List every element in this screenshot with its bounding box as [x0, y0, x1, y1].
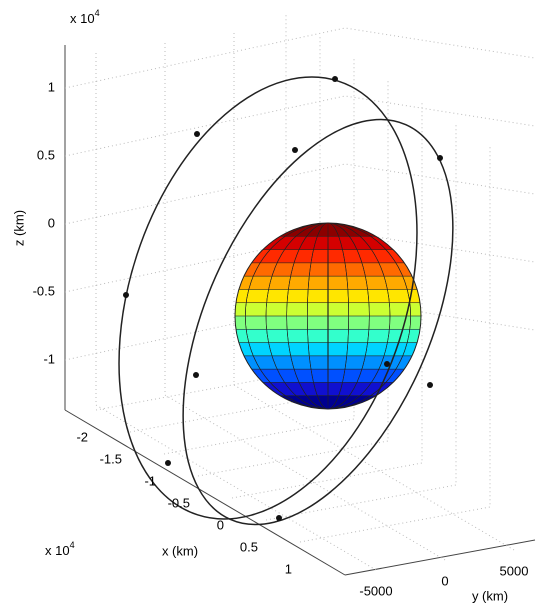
- sphere-band: [235, 302, 421, 317]
- z-tick-label: 0: [48, 215, 55, 230]
- grid-line: [95, 50, 377, 571]
- y-tick-label: 0: [441, 573, 448, 588]
- marker: [193, 372, 199, 378]
- sphere-band: [235, 328, 421, 344]
- x-tick-label: 0.5: [240, 539, 258, 554]
- x-tick-label: -1: [144, 473, 156, 488]
- grid-line: [197, 81, 389, 477]
- marker: [384, 361, 390, 367]
- z-scale: x 104: [70, 8, 100, 26]
- sphere-band: [235, 235, 421, 251]
- x-axis-label: x (km): [162, 543, 198, 558]
- sphere-meridian: [265, 223, 391, 409]
- sphere-meridian: [286, 223, 370, 409]
- sphere-band: [235, 368, 421, 384]
- y-tick-label: -5000: [359, 583, 392, 598]
- x-scale: x 104: [45, 540, 75, 558]
- box: [64, 45, 536, 576]
- x-scale-power: 4: [70, 540, 75, 550]
- sphere-band: [235, 395, 421, 409]
- grid-line: [299, 147, 491, 543]
- sphere-meridian: [245, 223, 411, 409]
- grid-line: [129, 37, 321, 433]
- z-tick-label: 1: [48, 79, 55, 94]
- y-tick-label: 5000: [500, 563, 529, 578]
- marker: [123, 292, 129, 298]
- x-tick-label: 0: [217, 517, 224, 532]
- marker: [276, 515, 282, 521]
- z-tick-label: 0.5: [37, 147, 55, 162]
- grid: [64, 15, 536, 571]
- grid-line: [64, 163, 536, 225]
- sphere-band: [235, 342, 421, 357]
- orbit: [118, 76, 418, 520]
- marker: [194, 131, 200, 137]
- z-scale-power: 4: [95, 8, 100, 18]
- grid-line: [95, 15, 287, 411]
- sphere-meridian: [307, 223, 349, 409]
- sphere-band: [235, 315, 421, 331]
- z-tick-label: -0.5: [33, 283, 55, 298]
- marker: [165, 460, 171, 466]
- x-tick-label: 1: [285, 561, 292, 576]
- x-scale-base: x 10: [45, 543, 70, 558]
- marker: [427, 382, 433, 388]
- sphere-band: [235, 262, 421, 277]
- marker: [332, 76, 338, 82]
- y-axis-label: y (km): [472, 588, 508, 603]
- z-axis-label: z (km): [11, 210, 26, 246]
- sphere-meridian: [327, 223, 329, 409]
- x-tick-label: -0.5: [168, 495, 190, 510]
- x-tick-label: -2: [76, 429, 88, 444]
- sphere-band: [235, 223, 421, 238]
- z-tick-label: -1: [43, 351, 55, 366]
- grid-line: [265, 125, 457, 521]
- orbit: [182, 118, 454, 526]
- marker: [292, 147, 298, 153]
- grid-line: [163, 59, 355, 455]
- sphere: [235, 223, 421, 409]
- grid-line: [233, 30, 515, 551]
- grid-line: [64, 95, 536, 157]
- grid-line: [231, 103, 423, 499]
- sphere-band: [235, 275, 421, 291]
- sphere-band: [235, 289, 421, 304]
- grid-line: [164, 40, 446, 561]
- marker: [437, 155, 443, 161]
- sphere-band: [235, 249, 421, 264]
- grid-line: [64, 27, 536, 89]
- sphere-outline: [234, 222, 422, 410]
- orbit-markers: [123, 76, 443, 521]
- sphere-band: [235, 382, 421, 397]
- x-tick-label: -1.5: [100, 451, 122, 466]
- z-scale-base: x 10: [70, 11, 95, 26]
